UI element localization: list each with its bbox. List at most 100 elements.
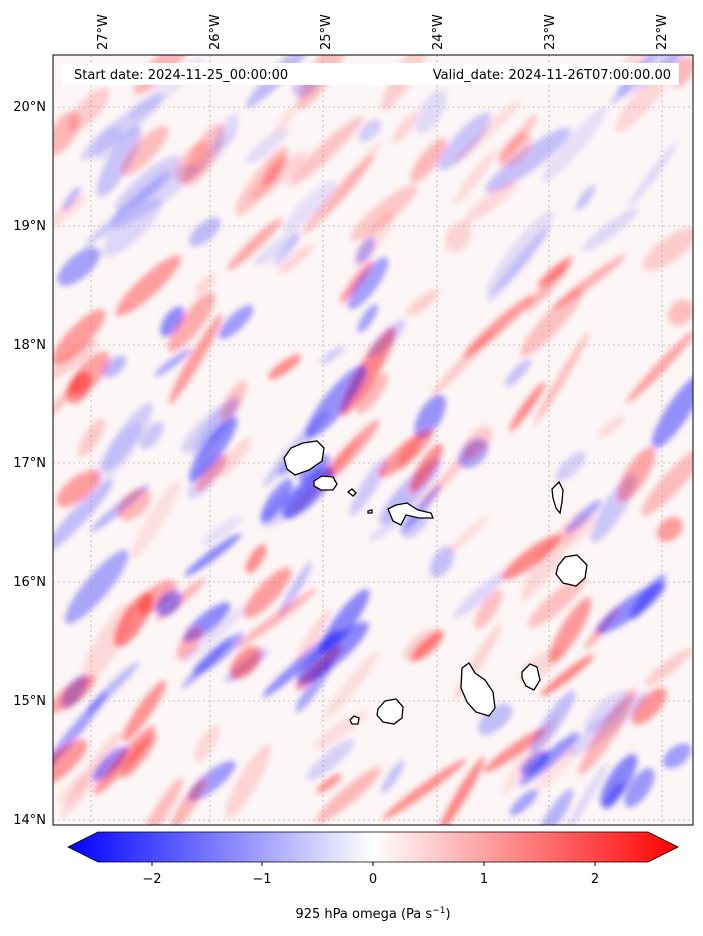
omega-descent-streak (211, 112, 239, 153)
omega-ascent-streak (117, 488, 151, 521)
omega-ascent-streak (170, 778, 207, 825)
omega-descent-streak (306, 739, 355, 781)
omega-ascent-streak (406, 289, 439, 317)
omega-descent-streak (184, 533, 242, 577)
lon-tick-26w: 26°W (208, 14, 223, 50)
omega-descent-streak (96, 126, 142, 197)
colorbar-ticks (151, 862, 596, 866)
longitude-axis: 27°W 26°W 25°W 24°W 23°W 22°W (96, 14, 670, 50)
omega-descent-streak (624, 768, 655, 808)
omega-ascent-streak (167, 292, 216, 353)
lat-tick-19n: 19°N (13, 219, 46, 234)
omega-descent-streak (582, 207, 639, 252)
omega-descent-streak (355, 237, 376, 264)
omega-descent-streak (218, 305, 254, 340)
map-panel: Start date: 2024-11-25_00:00:00 Valid_da… (52, 54, 694, 826)
omega-ascent-streak (564, 514, 597, 549)
omega-ascent-streak (53, 195, 87, 235)
omega-descent-streak (57, 247, 101, 286)
cb-label-2: 2 (591, 872, 599, 887)
lat-tick-20n: 20°N (13, 100, 46, 115)
omega-ascent-streak (249, 152, 307, 201)
omega-descent-streak (296, 621, 369, 685)
cb-label-0: 0 (369, 872, 377, 887)
omega-ascent-streak (53, 339, 98, 380)
omega-descent-streak (64, 549, 129, 624)
omega-descent-streak (453, 572, 506, 619)
island-brava (349, 715, 360, 725)
lon-tick-23w: 23°W (543, 14, 558, 50)
omega-descent-streak (260, 478, 293, 523)
omega-ascent-streak (431, 330, 495, 396)
start-date-label: Start date: 2024-11-25_00:00:00 (74, 68, 288, 83)
omega-ascent-streak (122, 680, 166, 742)
omega-descent-streak (561, 761, 609, 825)
omega-ascent-streak (320, 419, 380, 486)
omega-descent-streak (651, 373, 693, 449)
omega-ascent-streak (57, 773, 90, 805)
lat-tick-14n: 14°N (13, 813, 46, 828)
omega-ascent-streak (378, 429, 433, 478)
colorbar-bar (67, 831, 679, 863)
omega-descent-streak (94, 126, 122, 161)
lon-tick-27w: 27°W (96, 14, 111, 50)
omega-descent-streak (477, 703, 513, 735)
map-frame (52, 54, 694, 826)
omega-ascent-streak (409, 443, 443, 493)
omega-ascent-streak (316, 767, 382, 823)
omega-descent-streak (628, 141, 678, 208)
omega-descent-streak (188, 417, 238, 482)
omega-descent-streak (319, 345, 346, 365)
omega-ascent-streak (295, 609, 331, 665)
omega-ascent-streak (631, 687, 667, 725)
omega-descent-streak (181, 603, 250, 664)
island-sal (551, 480, 564, 515)
omega-descent-streak (253, 231, 301, 266)
omega-descent-streak (262, 629, 341, 698)
omega-ascent-streak (288, 116, 363, 187)
omega-ascent-streak (617, 446, 656, 502)
omega-ascent-streak (438, 757, 485, 825)
omega-ascent-streak (195, 454, 228, 492)
omega-descent-streak (437, 112, 491, 171)
omega-descent-streak (415, 89, 447, 135)
omega-ascent-streak (642, 227, 693, 271)
omega-ascent-streak (176, 626, 203, 661)
omega-ascent-streak (168, 313, 223, 405)
graticule (53, 55, 693, 825)
omega-ascent-streak (502, 534, 561, 580)
omega-descent-streak (155, 590, 182, 617)
omega-descent-streak (519, 732, 580, 786)
omega-descent-streak (273, 233, 301, 268)
omega-ascent-streak (549, 597, 592, 663)
omega-descent-streak (114, 155, 181, 213)
omega-descent-streak (541, 106, 607, 182)
omega-ascent-streak (540, 654, 595, 697)
omega-ascent-streak (227, 218, 283, 271)
island-maio (521, 663, 541, 691)
omega-ascent-streak (410, 138, 448, 183)
omega-descent-streak (555, 451, 586, 482)
coastlines (283, 440, 588, 725)
omega-ascent-streak (218, 437, 251, 477)
omega-descent-streak (381, 760, 405, 794)
omega-descent-streak (53, 479, 114, 554)
island-sao-nicolau (387, 502, 434, 526)
omega-ascent-streak (403, 628, 444, 663)
omega-ascent-streak (463, 179, 518, 224)
omega-ascent-streak (644, 648, 693, 686)
lat-tick-18n: 18°N (13, 338, 46, 353)
omega-ascent-streak (392, 111, 419, 144)
omega-descent-streak (349, 456, 389, 516)
omega-ascent-streak (220, 380, 248, 422)
omega-descent-streak (429, 546, 455, 578)
colorbar-title: 925 hPa omega (Pa s−1) (295, 906, 450, 922)
omega-ascent-streak (509, 381, 546, 432)
cb-label-neg1: −1 (252, 872, 271, 887)
omega-ascent-streak (78, 418, 105, 458)
omega-ascent-streak (53, 675, 96, 713)
omega-descent-streak (92, 422, 142, 488)
omega-descent-streak (201, 515, 243, 547)
omega-descent-streak (367, 320, 406, 358)
